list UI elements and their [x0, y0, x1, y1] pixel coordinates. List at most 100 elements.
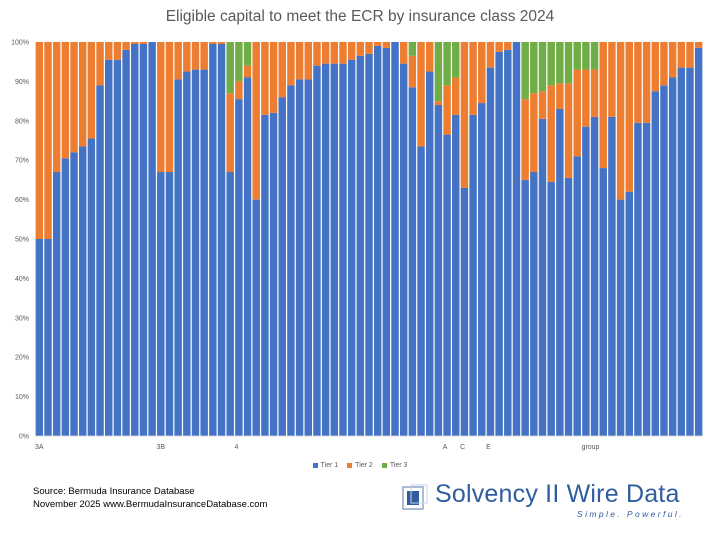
bar-segment-tier-2	[694, 42, 703, 48]
y-tick-label: 20%	[15, 355, 29, 362]
bar-segment-tier-2	[521, 99, 529, 180]
y-tick-label: 60%	[15, 197, 29, 204]
bar-segment-tier-2	[564, 83, 573, 178]
bar-segment-tier-2	[452, 77, 460, 115]
bar-segment-tier-2	[87, 42, 96, 139]
bar-segment-tier-1	[556, 108, 564, 436]
y-tick-label: 50%	[15, 237, 29, 244]
bar-segment-tier-1	[261, 114, 269, 436]
bar-segment-tier-1	[287, 85, 295, 436]
bar-segment-tier-1	[44, 239, 52, 436]
bar-segment-tier-2	[642, 42, 651, 123]
bar-segment-tier-3	[226, 42, 234, 94]
bar-segment-tier-1	[105, 59, 113, 436]
legend-item-tier3: Tier 3	[381, 462, 408, 469]
bar-segment-tier-2	[686, 42, 694, 68]
bar-series-group	[35, 42, 703, 437]
bar-segment-tier-1	[547, 181, 555, 436]
bar-segment-tier-1	[174, 79, 182, 437]
bar-segment-tier-3	[443, 42, 451, 86]
legend-swatch-tier1	[312, 463, 318, 468]
x-category-label: 3A	[35, 444, 44, 451]
bar-segment-tier-1	[625, 191, 633, 436]
bar-segment-tier-1	[434, 105, 443, 436]
bar-segment-tier-1	[478, 103, 486, 436]
bar-segment-tier-2	[365, 42, 373, 54]
bar-segment-tier-1	[269, 112, 278, 437]
bar-segment-tier-2	[356, 42, 365, 56]
bar-segment-tier-2	[582, 69, 590, 127]
y-axis: 0% 10% 20% 30% 40% 50% 60% 70% 80% 90% 100%	[11, 40, 29, 441]
bar-segment-tier-1	[339, 63, 347, 437]
bar-segment-tier-2	[304, 42, 312, 80]
bar-segment-tier-2	[96, 42, 104, 86]
bar-segment-tier-1	[313, 65, 321, 436]
bar-segment-tier-3	[530, 42, 538, 94]
bar-segment-tier-1	[226, 172, 234, 436]
x-category-label: 3B	[156, 444, 165, 451]
x-category-label: C	[460, 444, 465, 451]
bar-segment-tier-2	[191, 42, 200, 70]
bar-segment-tier-2	[52, 42, 61, 173]
bar-segment-tier-2	[608, 42, 616, 117]
bar-segment-tier-2	[243, 65, 252, 78]
bar-segment-tier-2	[668, 42, 677, 78]
source-note: Source: Bermuda Insurance Database Novem…	[33, 486, 267, 511]
bar-segment-tier-1	[399, 63, 408, 437]
bar-segment-tier-3	[556, 42, 564, 84]
bar-segment-tier-1	[382, 47, 391, 436]
bar-segment-tier-1	[235, 99, 243, 436]
bar-segment-tier-2	[269, 42, 278, 113]
bar-segment-tier-2	[495, 42, 503, 52]
x-category-label: E	[486, 444, 491, 451]
bar-segment-tier-2	[183, 42, 191, 72]
bar-segment-tier-1	[131, 43, 139, 436]
bar-segment-tier-1	[504, 49, 512, 436]
bar-segment-tier-1	[347, 59, 356, 436]
bar-segment-tier-1	[391, 42, 399, 436]
bar-segment-tier-3	[521, 42, 529, 100]
bar-segment-tier-1	[651, 91, 660, 436]
bar-segment-tier-1	[426, 71, 434, 437]
bar-segment-tier-1	[694, 47, 703, 436]
bar-segment-tier-1	[373, 45, 382, 436]
bar-segment-tier-2	[78, 42, 87, 147]
bar-segment-tier-1	[460, 187, 469, 436]
bar-segment-tier-2	[209, 42, 217, 44]
bar-segment-tier-1	[573, 156, 581, 436]
bar-segment-tier-1	[113, 59, 122, 436]
bar-segment-tier-2	[460, 42, 469, 188]
bar-segment-tier-1	[417, 146, 425, 436]
legend-label-tier3: Tier 3	[389, 462, 408, 469]
bar-segment-tier-2	[660, 42, 668, 86]
bar-segment-tier-2	[417, 42, 425, 147]
bar-segment-tier-1	[642, 122, 651, 437]
bar-segment-tier-2	[35, 42, 44, 239]
legend-item-tier2: Tier 2	[347, 462, 373, 469]
y-tick-label: 10%	[15, 394, 29, 401]
y-tick-label: 100%	[11, 40, 29, 47]
bar-segment-tier-3	[590, 42, 599, 70]
bar-segment-tier-3	[582, 42, 590, 70]
bar-segment-tier-2	[599, 42, 607, 169]
bar-segment-tier-1	[52, 172, 61, 436]
bar-segment-tier-2	[235, 81, 243, 100]
bar-segment-tier-2	[61, 42, 70, 159]
bar-segment-tier-2	[131, 42, 139, 44]
bar-segment-tier-2	[113, 42, 122, 60]
bar-segment-tier-1	[321, 63, 330, 437]
bar-segment-tier-2	[226, 93, 234, 173]
bar-segment-tier-1	[356, 55, 365, 436]
bar-segment-tier-1	[608, 116, 616, 437]
bar-segment-tier-3	[235, 42, 243, 82]
bar-segment-tier-2	[313, 42, 321, 66]
bar-segment-tier-1	[191, 69, 200, 436]
x-category-label: 4	[235, 444, 239, 451]
bar-segment-tier-2	[165, 42, 174, 173]
bar-segment-tier-1	[148, 42, 156, 436]
bar-segment-tier-1	[530, 172, 538, 436]
bar-segment-tier-3	[452, 42, 460, 78]
bar-segment-tier-2	[252, 42, 260, 200]
y-tick-label: 80%	[15, 118, 29, 125]
bar-segment-tier-1	[452, 114, 460, 436]
